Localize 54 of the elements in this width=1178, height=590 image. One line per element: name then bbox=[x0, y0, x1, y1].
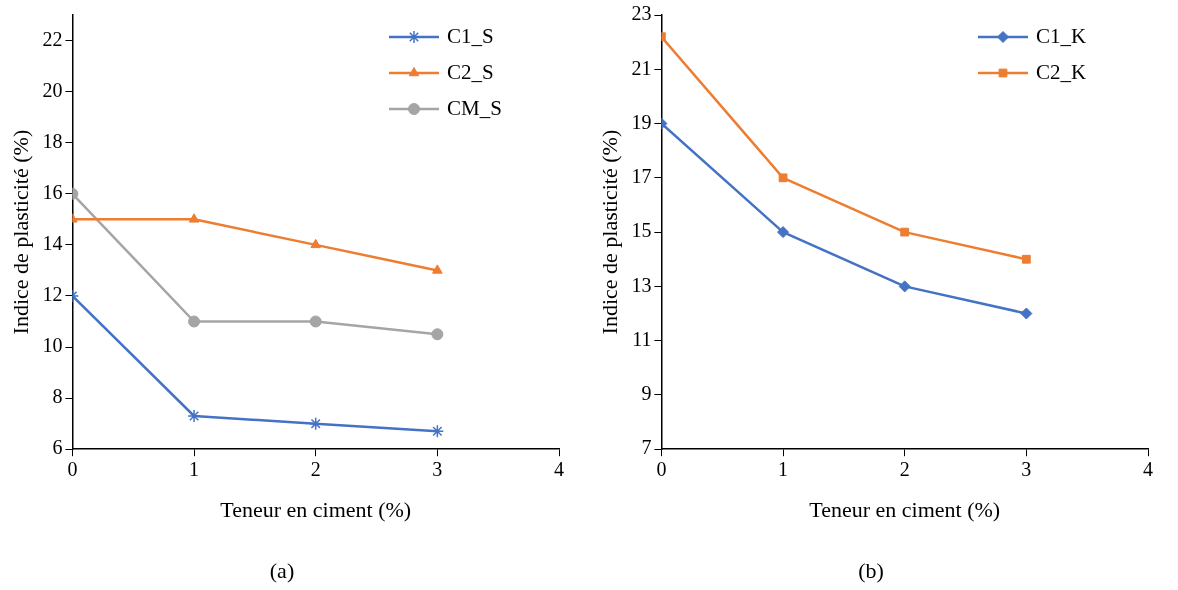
x-axis-title: Teneur en ciment (%) bbox=[220, 497, 412, 523]
x-tick-label: 0 bbox=[67, 458, 78, 481]
point bbox=[432, 264, 443, 274]
y-tick-label: 8 bbox=[52, 385, 63, 408]
point bbox=[187, 409, 201, 423]
y-tick-label: 23 bbox=[631, 2, 652, 25]
y-axis-title: Indice de plasticité (%) bbox=[7, 129, 33, 335]
y-tick-label: 19 bbox=[631, 110, 652, 133]
point bbox=[777, 226, 790, 239]
y-axis-title: Indice de plasticité (%) bbox=[596, 129, 622, 335]
x-tick-label: 2 bbox=[310, 458, 321, 481]
y-tick-label: 20 bbox=[42, 78, 63, 101]
x-tick-label: 4 bbox=[1143, 458, 1153, 481]
point bbox=[309, 315, 322, 328]
y-tick-label: 17 bbox=[631, 165, 652, 188]
x-tick-label: 3 bbox=[1021, 458, 1032, 481]
point bbox=[430, 424, 445, 439]
y-tick-label: 6 bbox=[52, 436, 63, 459]
x-tick-label: 1 bbox=[778, 458, 789, 481]
legend-label: C1_K bbox=[1036, 23, 1087, 48]
point bbox=[431, 328, 444, 341]
y-tick-label: 22 bbox=[42, 27, 63, 50]
y-tick-label: 12 bbox=[42, 283, 63, 306]
y-tick-label: 11 bbox=[632, 327, 652, 350]
x-tick-label: 3 bbox=[432, 458, 443, 481]
x-tick-label: 2 bbox=[899, 458, 910, 481]
x-tick-label: 0 bbox=[656, 458, 667, 481]
x-tick-label: 4 bbox=[554, 458, 564, 481]
text: (b) bbox=[858, 557, 884, 583]
legend-label: C2_S bbox=[447, 59, 494, 84]
legend-label: C2_K bbox=[1036, 59, 1087, 84]
y-tick-label: 13 bbox=[631, 273, 652, 296]
point bbox=[308, 416, 323, 431]
y-tick-label: 9 bbox=[641, 382, 652, 405]
y-tick-label: 15 bbox=[631, 219, 652, 242]
point bbox=[900, 227, 910, 237]
point bbox=[310, 238, 321, 249]
x-tick-label: 1 bbox=[189, 458, 200, 481]
text: (a) bbox=[269, 557, 295, 583]
point bbox=[1020, 307, 1033, 320]
point bbox=[898, 280, 911, 293]
y-tick-label: 16 bbox=[42, 181, 63, 204]
point bbox=[1021, 254, 1031, 264]
y-tick-label: 10 bbox=[42, 334, 63, 357]
y-tick-label: 18 bbox=[42, 129, 63, 152]
legend-label: CM_S bbox=[447, 95, 502, 120]
y-tick-label: 21 bbox=[631, 56, 652, 79]
point bbox=[188, 315, 201, 328]
y-tick-label: 14 bbox=[42, 232, 63, 255]
x-axis-title: Teneur en ciment (%) bbox=[809, 497, 1001, 523]
point bbox=[188, 213, 200, 223]
point bbox=[778, 173, 788, 183]
legend-label: C1_S bbox=[447, 23, 494, 48]
y-tick-label: 7 bbox=[641, 436, 652, 459]
